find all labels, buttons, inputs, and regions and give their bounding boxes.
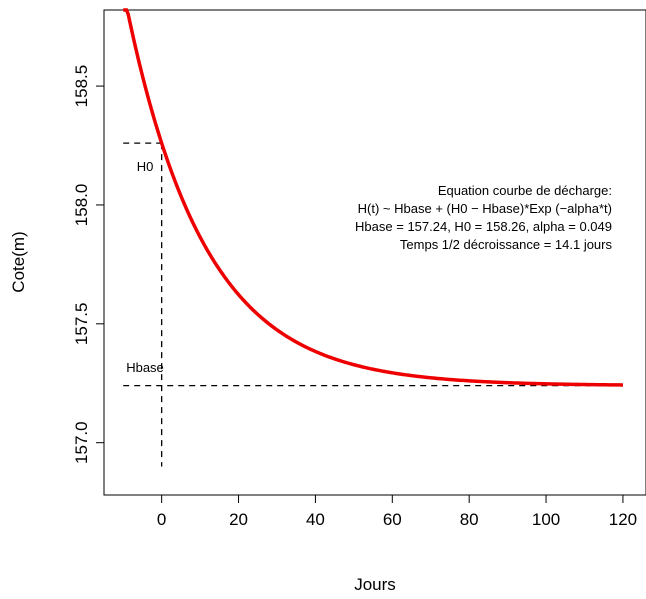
y-tick-label: 158.0: [72, 184, 91, 227]
x-tick-label: 20: [229, 510, 248, 529]
x-tick-label: 100: [532, 510, 560, 529]
h0-label: H0: [137, 159, 154, 174]
x-tick-label: 120: [609, 510, 637, 529]
equation-parameters: Hbase = 157.24, H0 = 158.26, alpha = 0.0…: [355, 219, 612, 234]
hbase-label: Hbase: [126, 360, 164, 375]
x-tick-label: 0: [157, 510, 166, 529]
equation-title: Equation courbe de décharge:: [438, 183, 612, 198]
decay-curve: [123, 8, 623, 387]
x-axis-title: Jours: [354, 575, 396, 594]
y-tick-label: 157.5: [72, 303, 91, 346]
y-tick-label: 158.5: [72, 65, 91, 108]
reference-lines: [123, 142, 623, 467]
y-axis: 157.0 157.5 158.0 158.5: [72, 65, 104, 464]
y-tick-label: 157.0: [72, 421, 91, 464]
equation-formula: H(t) ~ Hbase + (H0 − Hbase)*Exp (−alpha*…: [358, 201, 612, 216]
x-axis: 0 20 40 60 80 100 120: [157, 495, 637, 529]
y-axis-title: Cote(m): [9, 231, 28, 292]
half-life-text: Temps 1/2 décroissance = 14.1 jours: [400, 237, 613, 252]
x-tick-label: 60: [383, 510, 402, 529]
x-tick-label: 80: [460, 510, 479, 529]
x-tick-label: 40: [306, 510, 325, 529]
plot-frame: [103, 9, 646, 496]
